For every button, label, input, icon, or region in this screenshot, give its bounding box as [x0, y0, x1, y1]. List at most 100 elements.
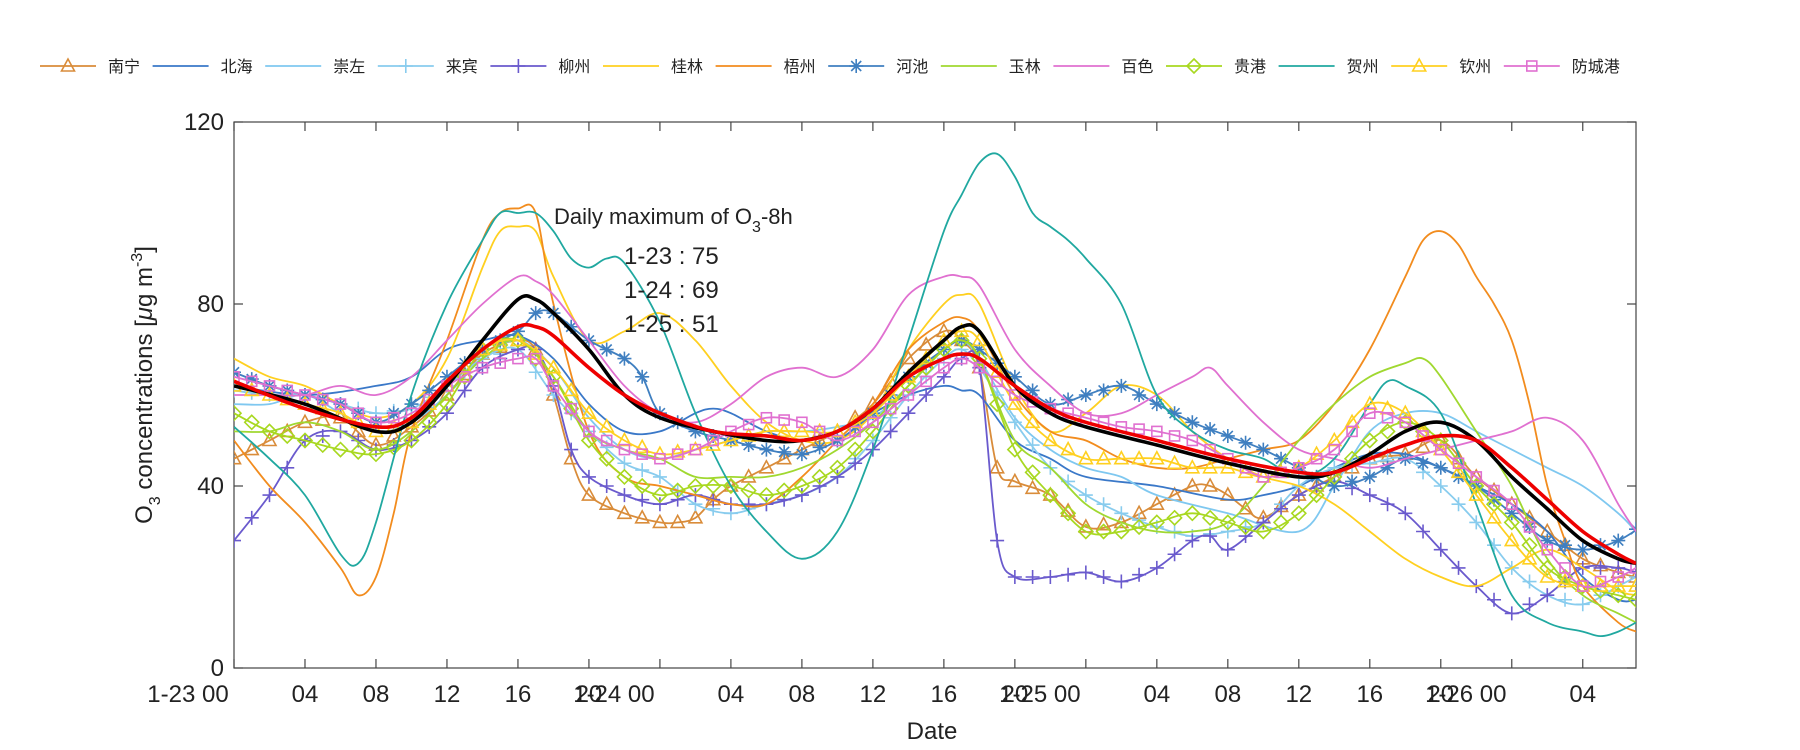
data-point [900, 377, 917, 395]
data-point [634, 509, 651, 524]
data-point [1255, 523, 1272, 540]
data-point [669, 513, 686, 529]
data-point [1149, 397, 1164, 412]
legend-marker [1526, 60, 1538, 72]
data-point [1503, 514, 1520, 531]
data-point [1166, 509, 1183, 526]
data-point [1009, 389, 1021, 401]
data-point [299, 389, 311, 401]
data-point [1559, 562, 1571, 574]
data-point [635, 369, 650, 384]
data-point [1059, 505, 1077, 522]
data-point [1042, 486, 1059, 504]
series-line [234, 152, 1636, 638]
legend-item: 南宁 [40, 57, 140, 76]
x-axis-label: Date [907, 718, 958, 745]
data-point [1272, 514, 1290, 531]
series-柳州 [234, 342, 1636, 621]
data-point [1433, 479, 1448, 493]
legend-marker [511, 59, 526, 73]
data-point [581, 469, 596, 484]
series-line [234, 274, 1636, 532]
data-point [476, 361, 489, 374]
data-point [1486, 509, 1502, 524]
data-point [1203, 422, 1218, 437]
data-point [920, 375, 932, 388]
data-point [350, 443, 367, 461]
data-point [617, 456, 632, 471]
data-point [864, 423, 882, 440]
series-layer [234, 152, 1636, 638]
annotation-title-prefix: Daily maximum of O [554, 204, 752, 229]
data-point [901, 406, 916, 421]
data-point [1024, 413, 1041, 429]
data-point [1237, 500, 1254, 515]
data-point [1256, 515, 1271, 530]
legend-item: 防城港 [1503, 58, 1620, 76]
data-point [1185, 533, 1200, 548]
data-point [1061, 567, 1076, 582]
legend-label: 百色 [1121, 58, 1153, 76]
data-point [1113, 523, 1130, 540]
legend-label: 玉林 [1009, 58, 1041, 76]
x-tick-label: 20 [1427, 681, 1454, 708]
data-point [634, 477, 651, 495]
data-point [812, 440, 827, 455]
data-point [1220, 428, 1235, 443]
data-point [422, 419, 437, 434]
data-point [1416, 456, 1431, 471]
data-point [935, 341, 953, 358]
data-point [1628, 568, 1636, 583]
series-line [234, 345, 1636, 615]
data-point [687, 509, 704, 524]
legend-item: 柳州 [490, 58, 590, 76]
data-point [953, 332, 970, 349]
data-point [243, 440, 260, 456]
legend-item: 梧州 [715, 58, 816, 76]
data-point [671, 448, 684, 460]
data-point [1061, 392, 1076, 407]
x-tick-label: 16 [505, 681, 532, 708]
data-point [509, 332, 527, 349]
data-point [669, 482, 686, 499]
data-point [723, 431, 739, 447]
data-point [1470, 471, 1483, 483]
data-point [494, 357, 507, 369]
data-point [1238, 435, 1253, 450]
data-point [1006, 441, 1023, 458]
data-point [689, 443, 702, 456]
data-point [1238, 529, 1253, 544]
data-point [1451, 560, 1466, 575]
data-point [1503, 531, 1520, 547]
data-point [1202, 459, 1218, 474]
data-point [759, 442, 774, 457]
data-point [1344, 413, 1360, 429]
data-point [545, 359, 562, 374]
data-point [1148, 495, 1165, 511]
data-point [652, 469, 667, 484]
data-point [794, 422, 810, 438]
data-point [652, 513, 668, 529]
series-line [234, 330, 1636, 588]
legend-marker [1185, 57, 1203, 75]
data-point [1095, 515, 1112, 531]
data-point [617, 488, 632, 503]
annotation-title-suffix: -8h [761, 204, 793, 229]
data-point [1025, 383, 1040, 398]
data-point [403, 432, 420, 449]
data-point [988, 395, 1006, 413]
data-point [263, 380, 276, 392]
data-point [261, 423, 278, 440]
data-point [1060, 440, 1076, 456]
legend-label: 防城港 [1572, 58, 1620, 76]
legend-label: 梧州 [784, 58, 816, 76]
data-point [547, 380, 560, 392]
data-point [829, 459, 846, 476]
data-point [1452, 457, 1465, 470]
data-point [1575, 542, 1590, 557]
data-point [1166, 454, 1183, 470]
data-point [1168, 430, 1181, 442]
data-point [1007, 415, 1022, 430]
annotation-title: Daily maximum of O3-8h [554, 204, 793, 236]
